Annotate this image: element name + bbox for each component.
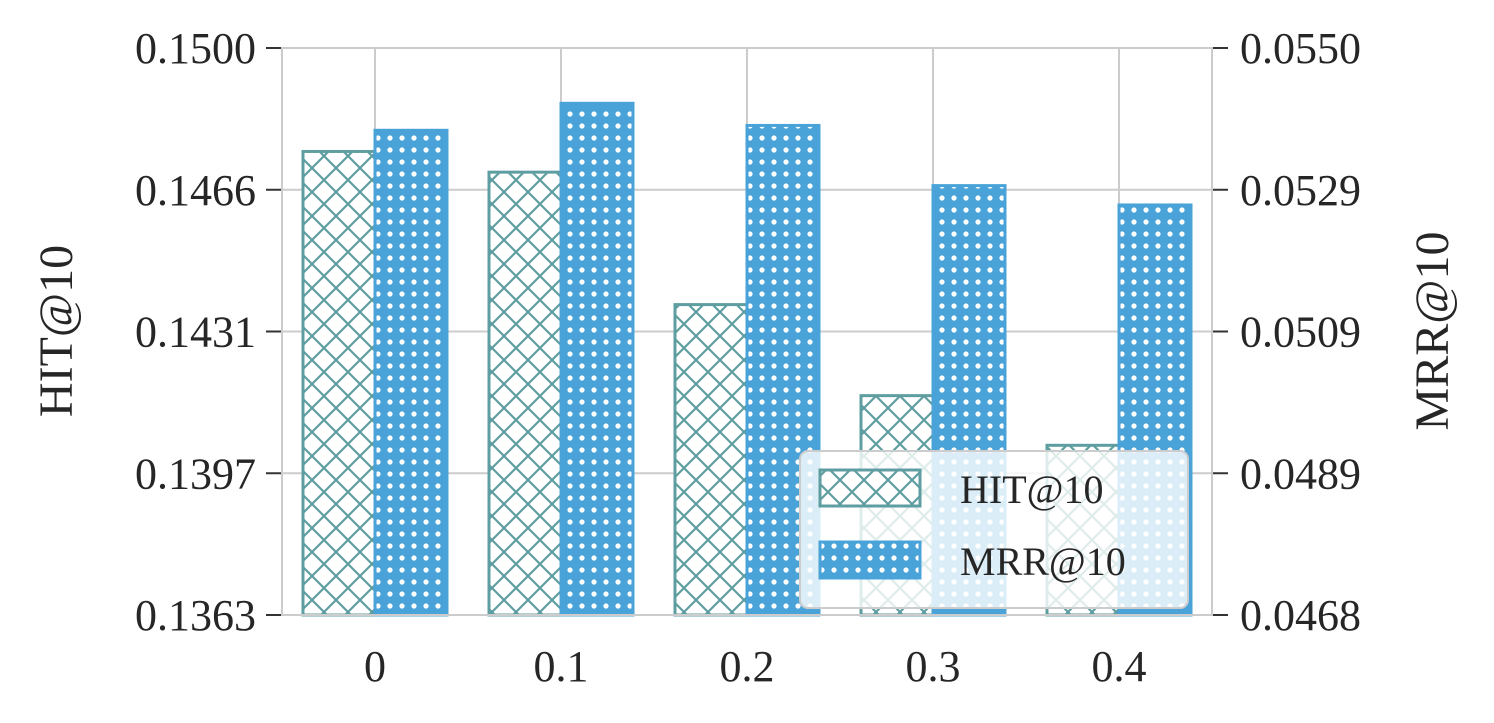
y-right-tick-label: 0.0489 [1240, 449, 1361, 498]
y-left-tick-label: 0.1397 [135, 449, 256, 498]
bar-mrr10 [559, 101, 635, 617]
y-left-tick-label: 0.1466 [135, 166, 256, 215]
y-left-axis-title: HIT@10 [30, 245, 83, 417]
y-right-tick-label: 0.0550 [1240, 24, 1361, 73]
y-left-tick-label: 0.1500 [135, 24, 256, 73]
legend-label-mrr10: MRR@10 [960, 539, 1126, 584]
legend-label-hit10: HIT@10 [960, 467, 1103, 512]
bar-mrr10 [373, 128, 449, 617]
axes-layer: 0.1363 0.1397 0.1431 0.1466 0.1500 0.0468 0.04… [135, 24, 1361, 691]
x-tick-label: 0 [364, 642, 386, 691]
legend: HIT@10 MRR@10 [799, 450, 1189, 609]
y-left-tick-label: 0.1431 [135, 308, 256, 357]
x-tick-label: 0.3 [906, 642, 961, 691]
y-left-tick-label: 0.1363 [135, 591, 256, 640]
legend-swatch-hit10 [818, 468, 922, 508]
y-right-axis-title: MRR@10 [1406, 232, 1459, 431]
plot-frame [281, 47, 1213, 616]
x-tick-label: 0.2 [720, 642, 775, 691]
bar-hit10 [487, 170, 563, 617]
x-tick-label: 0.1 [534, 642, 589, 691]
bar-hit10 [673, 303, 749, 617]
legend-swatch-mrr10 [818, 540, 922, 580]
bar-hit10 [301, 149, 377, 617]
x-tick-label: 0.4 [1092, 642, 1147, 691]
y-right-tick-label: 0.0468 [1240, 591, 1361, 640]
y-right-tick-label: 0.0529 [1240, 166, 1361, 215]
y-right-tick-label: 0.0509 [1240, 308, 1361, 357]
